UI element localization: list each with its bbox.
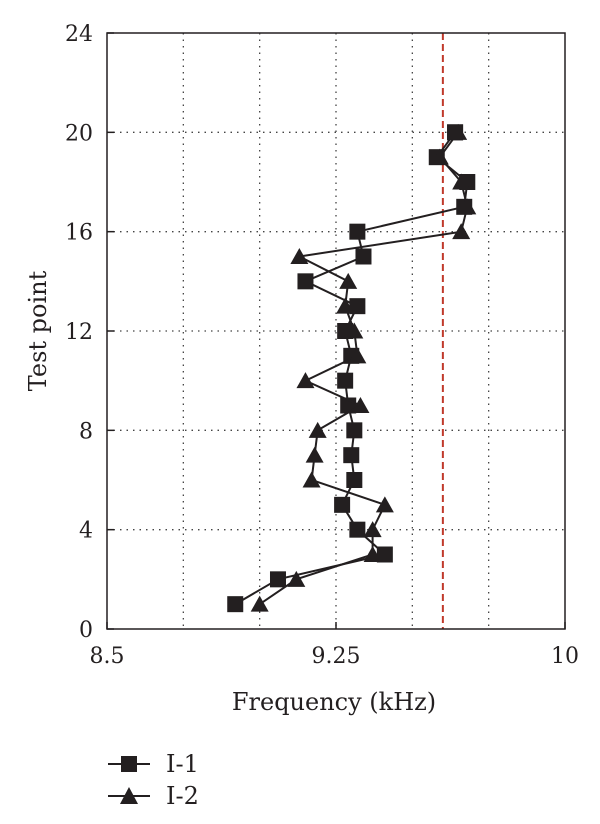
legend-item-i-1: I-1 [108,750,199,778]
data-point-triangle [305,446,324,463]
data-point-triangle [348,347,367,364]
data-point-triangle [452,223,471,240]
data-point-triangle [290,248,309,264]
data-point-square [346,472,363,488]
legend-marker-square [121,756,137,772]
data-point-square [355,248,372,265]
data-point-triangle [345,322,364,339]
data-point-triangle [302,471,321,488]
data-point-triangle [351,397,370,413]
y-tick-label: 12 [65,320,93,345]
data-point-triangle [363,546,382,562]
legend-label-i-2: I-2 [166,782,199,810]
ticks-layer: 8.5 9.25 10 0 4 8 12 16 20 24 [65,22,579,669]
data-point-triangle [375,496,394,513]
data-point-square [346,422,363,439]
legend-label-i-1: I-1 [166,750,199,778]
data-point-square [349,298,366,315]
data-point-triangle [287,570,306,587]
y-tick-label: 8 [79,419,93,444]
data-point-triangle [363,521,382,538]
data-point-square [297,273,314,290]
data-point-triangle [308,421,327,438]
y-tick-label: 4 [79,519,93,544]
y-tick-label: 24 [65,22,93,47]
data-point-square [227,596,244,613]
data-point-square [269,571,286,588]
data-point-square [343,447,360,464]
data-point-square [337,372,354,389]
data-point-square [334,496,351,513]
data-point-triangle [430,148,449,165]
data-point-triangle [449,123,468,140]
y-tick-label: 16 [65,221,93,246]
data-point-triangle [296,372,315,389]
y-tick-label: 20 [65,121,93,146]
data-point-triangle [250,595,269,612]
x-tick-label: 10 [551,644,579,669]
y-tick-label: 0 [79,618,93,643]
series-layer [227,123,477,613]
y-axis-title: Test point [24,270,52,391]
data-point-square [376,546,393,563]
x-tick-label: 8.5 [90,644,125,669]
legend: I-1 I-2 [108,750,199,810]
data-point-triangle [336,297,355,314]
x-tick-label: 9.25 [312,644,361,669]
data-point-triangle [452,173,471,190]
legend-item-i-2: I-2 [108,782,199,810]
data-point-triangle [339,272,358,289]
data-point-square [349,223,366,240]
data-point-triangle [458,198,477,215]
data-point-square [349,521,366,538]
grid-layer [107,33,565,629]
x-axis-title: Frequency (kHz) [232,688,436,716]
legend-marker-triangle [120,787,138,804]
